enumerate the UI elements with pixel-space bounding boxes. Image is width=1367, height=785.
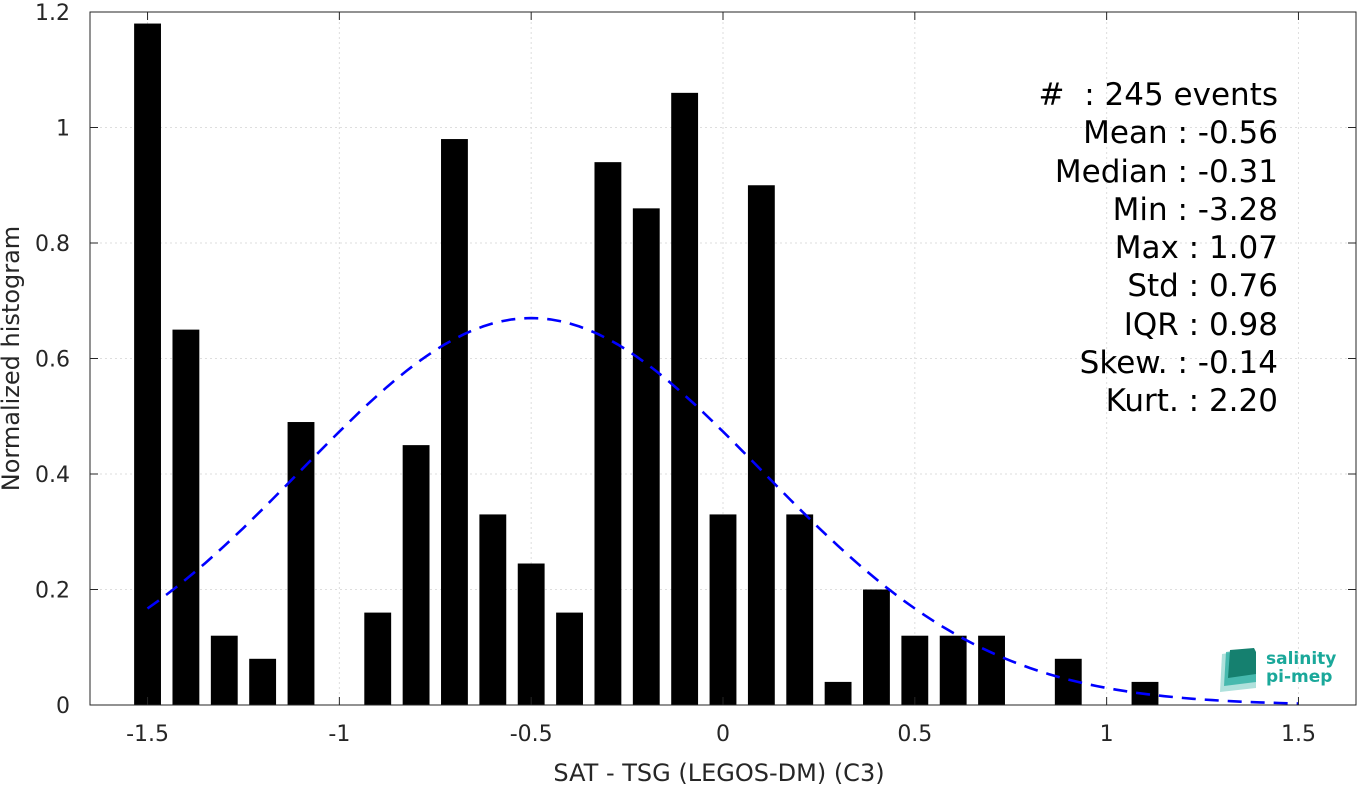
histogram-bar [671,92,699,706]
histogram-bar [364,612,392,705]
histogram-bar [134,23,161,706]
histogram-bar [402,445,430,705]
x-tick-labels: -1.5 -1 -0.5 0 0.5 1 1.5 [126,12,1316,747]
histogram-bar [172,329,200,705]
histogram-bar [594,162,622,705]
stat-line: Skew. : -0.14 [1079,345,1278,382]
y-axis-label: Normalized histogram [0,226,25,491]
stat-line: Max : 1.07 [1114,230,1278,267]
histogram-bar [556,612,583,705]
x-tick-label: 0.5 [897,722,932,747]
y-tick-labels: 0 0.2 0.4 0.6 0.8 1 1.2 [35,1,1356,719]
histogram-bar [747,185,775,705]
histogram-bar [786,514,814,705]
x-tick-label: -0.5 [510,722,553,747]
stat-line: Std : 0.76 [1127,268,1278,305]
x-tick-label: -1 [328,722,350,747]
histogram-bar [479,514,507,705]
histogram-bar [824,681,852,705]
stat-line: Kurt. : 2.20 [1105,383,1278,420]
histogram-bar [863,589,890,705]
y-tick-label: 0.4 [35,463,70,488]
y-tick-label: 1.2 [35,1,70,26]
y-tick-label: 0.2 [35,579,70,604]
logo-line2: pi-mep [1266,667,1333,687]
stat-line: # : 245 events [1038,77,1278,113]
stat-line: Min : -3.28 [1112,191,1278,228]
x-axis-label: SAT - TSG (LEGOS-DM) (C3) [553,759,884,785]
x-tick-label: 0 [716,722,730,747]
histogram-bar [249,658,277,705]
histogram-bar [632,208,660,705]
stats-labels: # : 245 events Mean : -0.56 Median : -0.31… [1030,76,1278,421]
histogram-bar [210,635,238,705]
y-tick-label: 0.6 [35,348,70,373]
histogram-bar [939,635,967,705]
x-tick-label: 1.5 [1281,722,1316,747]
stat-line: IQR : 0.98 [1123,306,1278,343]
histogram-bar [901,635,929,705]
histogram-bar [517,563,545,705]
histogram-bar [287,422,315,705]
y-tick-label: 1 [56,117,70,142]
logo-line1: salinity [1266,649,1337,669]
normal-fit-curve [146,316,1299,705]
stat-line: Median : -0.31 [1054,153,1278,190]
histogram-bar [441,139,468,706]
x-tick-label: 1 [1100,722,1114,747]
pimep-logo: salinity pi-mep [1216,648,1346,694]
histogram-bar [978,635,1005,705]
histogram-bar [709,514,737,705]
pimep-logo-icon [1220,648,1256,692]
bars [134,23,1159,706]
y-tick-label: 0.8 [35,232,70,257]
y-tick-label: 0 [56,694,70,719]
stat-line: Mean : -0.56 [1083,115,1278,152]
x-tick-label: -1.5 [126,722,169,747]
